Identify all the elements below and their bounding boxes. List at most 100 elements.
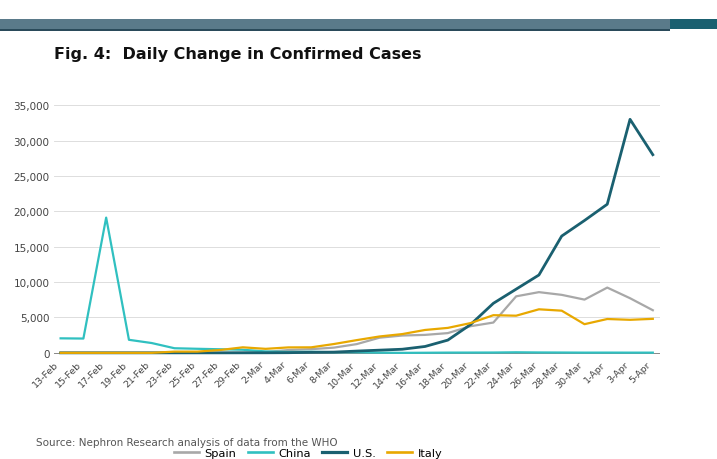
Spain [102,350,110,356]
Italy [57,350,65,356]
Italy [421,327,429,333]
Spain [57,350,65,356]
Italy [284,345,293,350]
U.S. [648,152,657,158]
China [193,346,201,352]
Spain [216,350,224,356]
China [375,350,384,356]
U.S. [170,350,179,356]
China [352,350,361,355]
Spain [125,350,133,356]
China [398,350,407,356]
China [170,346,179,351]
China [444,350,452,356]
U.S. [239,350,247,356]
Italy [444,325,452,331]
Italy [375,334,384,340]
Spain [535,290,543,295]
U.S. [148,350,156,356]
Spain [352,341,361,347]
U.S. [102,350,110,356]
China [512,350,521,355]
U.S. [444,338,452,343]
China [148,341,156,346]
Italy [535,307,543,313]
China [535,350,543,355]
Spain [79,350,87,356]
U.S. [193,350,201,356]
Italy [580,322,589,327]
Spain [421,332,429,338]
U.S. [421,344,429,349]
China [330,350,338,355]
U.S. [330,350,338,355]
Italy [648,316,657,322]
Spain [489,320,498,325]
U.S. [307,350,315,355]
Spain [444,330,452,336]
China [421,350,429,356]
Italy [307,345,315,350]
Italy [466,321,475,326]
U.S. [261,350,270,356]
Legend: Spain, China, U.S., Italy: Spain, China, U.S., Italy [169,443,447,459]
Italy [352,338,361,343]
Italy [193,349,201,355]
Spain [375,335,384,341]
Spain [193,350,201,356]
Line: Italy: Italy [61,310,652,353]
U.S. [512,287,521,292]
Spain [466,324,475,329]
U.S. [57,350,65,356]
U.S. [216,350,224,356]
China [239,347,247,353]
U.S. [489,301,498,307]
Spain [603,285,612,291]
U.S. [375,347,384,353]
Italy [148,350,156,356]
China [102,215,110,221]
U.S. [352,348,361,354]
China [216,347,224,352]
Text: Fig. 4:  Daily Change in Confirmed Cases: Fig. 4: Daily Change in Confirmed Cases [54,47,422,62]
Spain [284,347,293,353]
China [79,336,87,341]
U.S. [535,273,543,278]
Italy [398,331,407,337]
Italy [239,345,247,350]
Spain [626,296,635,301]
Line: Spain: Spain [61,288,652,353]
Spain [330,345,338,351]
U.S. [466,322,475,328]
U.S. [603,202,612,207]
U.S. [398,347,407,352]
China [626,350,635,356]
Italy [216,347,224,353]
Spain [148,350,156,356]
U.S. [79,350,87,356]
U.S. [580,218,589,224]
China [57,336,65,341]
Text: Source: Nephron Research analysis of data from the WHO: Source: Nephron Research analysis of dat… [36,437,338,448]
Spain [512,294,521,299]
Italy [79,350,87,356]
Italy [330,341,338,347]
Spain [170,350,179,356]
Spain [307,347,315,352]
Line: China: China [61,218,652,353]
Italy [489,313,498,318]
Spain [239,350,247,356]
China [284,349,293,355]
China [125,337,133,343]
China [557,350,566,356]
Spain [398,333,407,339]
U.S. [557,234,566,239]
China [603,350,612,356]
Italy [512,313,521,319]
Spain [648,308,657,313]
U.S. [626,118,635,123]
China [307,349,315,355]
Italy [261,347,270,352]
Italy [125,350,133,356]
China [466,350,475,356]
